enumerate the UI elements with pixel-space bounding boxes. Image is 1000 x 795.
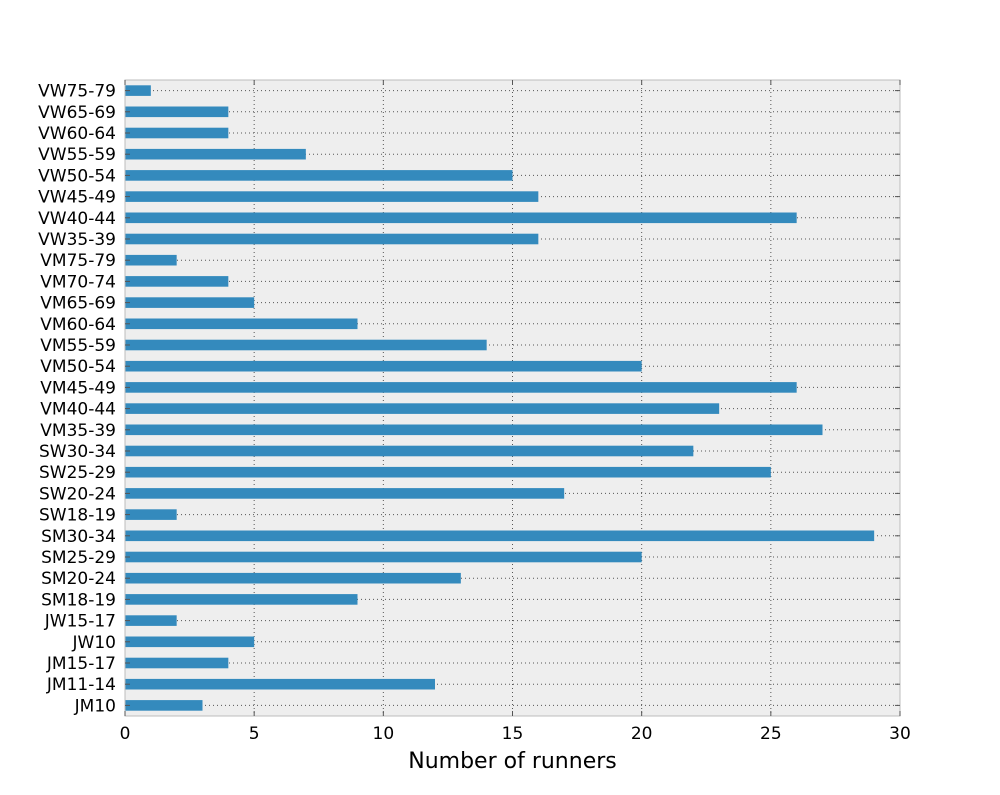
y-tick-labels: JM10JM11-14JM15-17JW10JW15-17SM18-19SM20… — [38, 82, 116, 717]
x-tick-label: 20 — [631, 724, 653, 744]
bar-vw60-64 — [125, 127, 229, 139]
y-tick-label: VM45-49 — [40, 378, 116, 398]
bar-sw20-24 — [125, 488, 565, 499]
x-tick-label: 10 — [373, 724, 395, 744]
bar-vm40-44 — [125, 403, 720, 414]
plot-background — [125, 80, 900, 716]
bar-vw55-59 — [125, 148, 306, 160]
y-tick-label: SW20-24 — [39, 484, 116, 504]
y-tick-label: VW75-79 — [38, 82, 116, 102]
x-tick-label: 25 — [760, 724, 782, 744]
bar-vm65-69 — [125, 297, 255, 308]
y-tick-label: VM60-64 — [40, 315, 116, 335]
bar-vw65-69 — [125, 106, 229, 118]
y-tick-label: VW35-39 — [38, 230, 116, 250]
y-tick-label: VM75-79 — [40, 251, 116, 271]
bar-vw50-54 — [125, 170, 513, 181]
bars — [125, 85, 875, 711]
bar-vw35-39 — [125, 233, 539, 245]
y-tick-label: SW25-29 — [39, 463, 116, 483]
bar-jw10 — [125, 636, 255, 648]
y-tick-label: SW30-34 — [39, 442, 116, 462]
bar-vm75-79 — [125, 254, 177, 266]
y-tick-label: SM18-19 — [41, 590, 116, 610]
bar-vm55-59 — [125, 339, 487, 351]
x-tick-label: 5 — [249, 724, 260, 744]
y-tick-label: VM55-59 — [40, 336, 116, 356]
bar-sw25-29 — [125, 466, 771, 478]
bar-vw75-79 — [125, 85, 151, 96]
bar-jw15-17 — [125, 615, 177, 626]
bar-sm25-29 — [125, 551, 642, 563]
y-tick-label: JW15-17 — [44, 612, 116, 632]
y-tick-label: VW50-54 — [38, 166, 116, 186]
y-tick-label: JW10 — [72, 633, 116, 653]
y-tick-label: VW60-64 — [38, 124, 116, 144]
y-tick-label: JM10 — [74, 696, 116, 716]
tick-marks — [124, 80, 901, 716]
bar-vw45-49 — [125, 191, 539, 202]
x-tick-label: 15 — [502, 724, 524, 744]
y-tick-label: JM15-17 — [46, 654, 116, 674]
bar-sw30-34 — [125, 445, 694, 457]
y-tick-label: JM11-14 — [46, 675, 116, 695]
y-tick-label: VM70-74 — [40, 272, 116, 292]
x-tick-label: 30 — [889, 724, 911, 744]
y-tick-label: SM25-29 — [41, 548, 116, 568]
bar-jm10 — [125, 700, 203, 711]
bar-vw40-44 — [125, 212, 797, 224]
x-tick-label: 0 — [120, 724, 131, 744]
bar-vm35-39 — [125, 424, 823, 436]
x-axis-label: Number of runners — [408, 749, 616, 774]
y-tick-label: VW65-69 — [38, 103, 116, 123]
y-tick-label: VM65-69 — [40, 294, 116, 314]
y-tick-label: SM30-34 — [41, 527, 116, 547]
y-tick-label: SM20-24 — [41, 569, 116, 589]
bar-vm45-49 — [125, 382, 797, 393]
bar-vm50-54 — [125, 360, 642, 372]
y-tick-label: VW55-59 — [38, 145, 116, 165]
bar-sm18-19 — [125, 594, 358, 605]
x-tick-labels: 0 5 10 15 20 25 30 — [120, 724, 911, 744]
y-tick-label: VW40-44 — [38, 209, 116, 229]
y-tick-label: VM40-44 — [40, 400, 116, 420]
bar-jm15-17 — [125, 657, 229, 669]
y-tick-label: VM35-39 — [40, 421, 116, 441]
y-tick-label: SW18-19 — [39, 506, 116, 526]
bar-jm11-14 — [125, 678, 435, 690]
bar-sm20-24 — [125, 572, 461, 584]
bar-vm70-74 — [125, 276, 229, 287]
bar-sm30-34 — [125, 530, 875, 542]
bar-vm60-64 — [125, 318, 358, 330]
bar-sw18-19 — [125, 509, 177, 520]
y-tick-label: VM50-54 — [40, 357, 116, 377]
y-tick-label: VW45-49 — [38, 188, 116, 208]
